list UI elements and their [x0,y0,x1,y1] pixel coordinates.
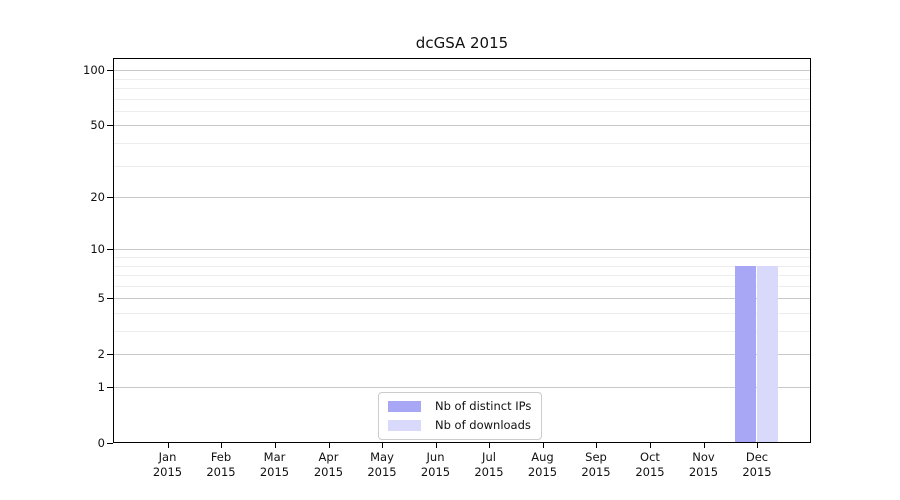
x-tick-label: Sep 2015 [581,450,611,479]
bar-downloads [757,265,778,443]
y-gridline-major [114,387,810,388]
legend-item-downloads: Nb of downloads [388,418,531,433]
x-tick-mark [274,443,276,448]
y-tick-label: 100 [83,62,105,77]
x-tick-mark [382,443,383,448]
y-tick-label: 50 [90,117,105,132]
x-tick-mark [435,443,437,448]
y-gridline-minor [114,257,810,258]
y-tick-label: 1 [97,379,105,394]
y-gridline-major [114,70,810,71]
y-gridline-minor [114,331,810,332]
x-tick-label: Apr 2015 [313,450,344,479]
x-tick-label: Feb 2015 [206,450,236,479]
x-tick-mark [596,443,597,448]
y-tick-mark [107,125,113,126]
bar-distinct-ips [735,265,756,443]
y-tick-mark [107,354,113,355]
x-tick-mark [542,443,544,448]
x-tick-label: Jul 2015 [474,450,504,479]
y-gridline-major [114,298,810,299]
y-gridline-major [114,125,810,126]
y-tick-label: 0 [97,435,105,450]
x-tick-label: Dec 2015 [742,450,772,479]
y-tick-label: 2 [97,346,105,361]
y-tick-mark [107,197,113,198]
y-gridline-minor [114,265,810,267]
x-tick-label: Mar 2015 [259,450,290,479]
legend-swatch-distinct-ips [388,401,421,412]
y-gridline-minor [114,143,810,144]
y-tick-mark [107,387,113,388]
x-tick-label: Jan 2015 [152,450,183,479]
legend-label-downloads: Nb of downloads [435,418,531,432]
x-tick-mark [167,443,169,448]
x-tick-label: Oct 2015 [635,450,665,479]
y-tick-label: 5 [97,290,105,305]
x-tick-label: May 2015 [367,450,397,479]
y-tick-mark [107,443,113,444]
legend: Nb of distinct IPs Nb of downloads [378,392,543,440]
y-tick-label: 20 [90,189,105,204]
x-tick-label: Jun 2015 [420,450,451,479]
y-gridline-minor [114,111,810,112]
legend-label-distinct-ips: Nb of distinct IPs [435,399,532,413]
legend-item-distinct-ips: Nb of distinct IPs [388,399,531,414]
x-tick-mark [328,443,330,448]
y-gridline-minor [114,88,810,89]
y-gridline-minor [114,78,810,80]
x-tick-label: Nov 2015 [688,450,719,479]
y-tick-label: 10 [90,241,105,256]
chart-title: dcGSA 2015 [415,34,509,52]
legend-swatch-downloads [388,420,421,431]
x-tick-label: Aug 2015 [527,450,558,479]
y-gridline-major [114,249,810,250]
x-tick-mark [650,443,651,448]
y-tick-mark [107,249,113,250]
y-gridline-minor [114,313,810,314]
y-gridline-minor [114,285,810,287]
y-gridline-major [114,354,810,355]
y-tick-mark [107,298,113,299]
plot-area [113,58,811,443]
y-gridline-major [114,197,810,198]
y-gridline-minor [114,275,810,276]
x-tick-mark [757,443,758,448]
x-tick-mark [221,443,222,448]
y-gridline-minor [114,98,810,100]
x-tick-mark [489,443,490,448]
y-tick-mark [107,70,113,71]
x-tick-mark [703,443,705,448]
y-gridline-minor [114,165,810,167]
